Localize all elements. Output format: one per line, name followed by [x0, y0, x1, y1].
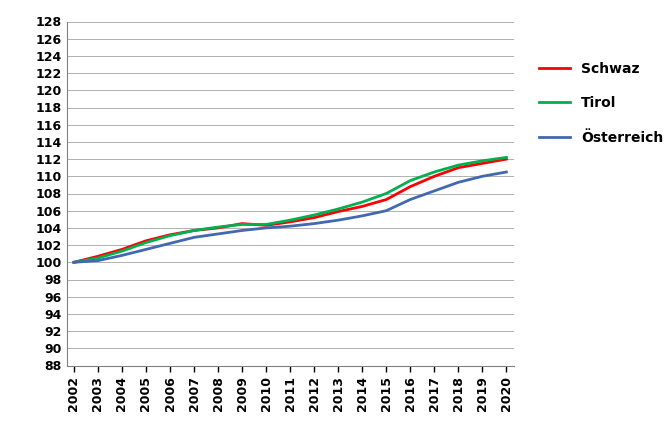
Tirol	[478, 158, 486, 163]
Österreich	[310, 221, 318, 226]
Österreich	[286, 224, 294, 229]
Schwaz	[454, 165, 462, 170]
Legend: Schwaz, Tirol, Österreich: Schwaz, Tirol, Österreich	[534, 56, 667, 151]
Schwaz	[310, 215, 318, 220]
Schwaz	[70, 260, 78, 265]
Tirol	[142, 240, 150, 245]
Tirol	[502, 155, 510, 160]
Österreich	[94, 258, 102, 263]
Österreich	[166, 241, 174, 246]
Schwaz	[382, 197, 390, 202]
Österreich	[262, 225, 270, 230]
Österreich	[190, 235, 198, 240]
Schwaz	[142, 238, 150, 243]
Österreich	[358, 213, 366, 218]
Schwaz	[430, 174, 438, 179]
Tirol	[94, 255, 102, 261]
Österreich	[118, 253, 126, 258]
Tirol	[310, 212, 318, 218]
Österreich	[406, 197, 414, 202]
Österreich	[502, 169, 510, 175]
Line: Schwaz: Schwaz	[74, 159, 506, 262]
Tirol	[70, 260, 78, 265]
Schwaz	[118, 247, 126, 252]
Tirol	[286, 218, 294, 223]
Line: Tirol: Tirol	[74, 157, 506, 262]
Schwaz	[214, 225, 222, 230]
Schwaz	[190, 228, 198, 233]
Tirol	[118, 249, 126, 254]
Schwaz	[358, 204, 366, 209]
Tirol	[214, 224, 222, 230]
Österreich	[430, 188, 438, 194]
Tirol	[430, 169, 438, 175]
Österreich	[334, 218, 342, 223]
Österreich	[382, 208, 390, 213]
Österreich	[478, 174, 486, 179]
Schwaz	[406, 184, 414, 189]
Tirol	[262, 222, 270, 227]
Österreich	[70, 260, 78, 265]
Tirol	[190, 228, 198, 233]
Tirol	[382, 191, 390, 196]
Tirol	[238, 222, 246, 227]
Schwaz	[94, 254, 102, 259]
Schwaz	[286, 219, 294, 224]
Schwaz	[334, 209, 342, 214]
Schwaz	[478, 161, 486, 166]
Österreich	[214, 231, 222, 236]
Schwaz	[166, 232, 174, 237]
Schwaz	[262, 223, 270, 228]
Schwaz	[238, 221, 246, 226]
Tirol	[334, 206, 342, 212]
Österreich	[142, 247, 150, 252]
Tirol	[358, 200, 366, 205]
Tirol	[406, 178, 414, 183]
Tirol	[166, 233, 174, 238]
Line: Österreich: Österreich	[74, 172, 506, 262]
Schwaz	[502, 157, 510, 162]
Tirol	[454, 163, 462, 168]
Österreich	[238, 228, 246, 233]
Österreich	[454, 180, 462, 185]
